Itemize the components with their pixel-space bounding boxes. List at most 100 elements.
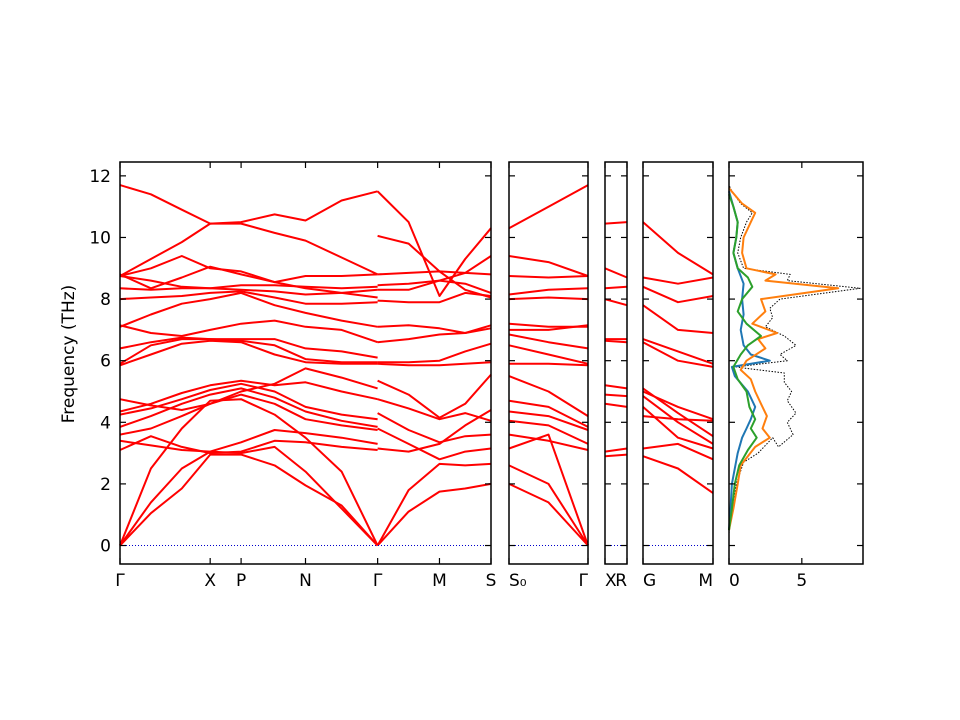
panel-frame bbox=[642, 161, 714, 565]
y-axis-label: Frequency (THz) bbox=[59, 285, 79, 424]
phonon-band-g-m-11 bbox=[642, 276, 714, 285]
phonon-band-s0-gamma-9 bbox=[508, 344, 589, 365]
phonon-band-s0-gamma-8 bbox=[509, 362, 589, 367]
band-panel-x-r: XR bbox=[604, 161, 628, 591]
phonon-band-g-m-8 bbox=[642, 338, 714, 365]
x-tick-label: S bbox=[486, 571, 497, 591]
phonon-band-main-14 bbox=[119, 291, 378, 328]
dos-curve-0 bbox=[728, 184, 861, 534]
phonon-band-main-24 bbox=[377, 409, 492, 453]
phonon-band-g-m-5 bbox=[642, 415, 714, 422]
phonon-band-s0-gamma-10 bbox=[508, 333, 589, 350]
phonon-band-s0-gamma-5 bbox=[508, 410, 589, 431]
phonon-band-main-27 bbox=[377, 398, 492, 422]
phonon-band-main-32 bbox=[377, 324, 492, 334]
y-tick-label: 0 bbox=[100, 537, 111, 557]
phonon-band-main-25 bbox=[377, 427, 492, 461]
phonon-band-x-r-10 bbox=[604, 221, 628, 225]
phonon-band-s0-gamma-1 bbox=[508, 464, 589, 547]
y-tick-label: 10 bbox=[89, 228, 111, 248]
dos-x-tick-label: 5 bbox=[796, 571, 807, 591]
y-tick-label: 2 bbox=[100, 475, 111, 495]
phonon-band-g-m-9 bbox=[642, 304, 714, 334]
band-panel-s0-gamma: S₀ Γ bbox=[508, 161, 589, 591]
phonon-band-s0-gamma-12 bbox=[508, 322, 588, 328]
phonon-band-g-m-10 bbox=[642, 285, 714, 304]
phonon-band-main-18 bbox=[119, 265, 378, 290]
phonon-band-main-26 bbox=[377, 412, 492, 444]
phonon-band-main-0 bbox=[119, 453, 379, 547]
phonon-band-main-9 bbox=[119, 367, 378, 411]
phonon-band-x-r-5 bbox=[604, 339, 628, 344]
x-tick-label: S₀ bbox=[509, 571, 527, 591]
phonon-band-x-r-8 bbox=[604, 285, 628, 290]
phonon-band-main-15 bbox=[119, 290, 378, 305]
phonon-band-s0-gamma-7 bbox=[508, 375, 589, 417]
phonon-band-s0-gamma-14 bbox=[508, 287, 589, 296]
panel-frame bbox=[604, 161, 628, 565]
phonon-band-main-33 bbox=[377, 291, 492, 304]
phonon-band-g-m-12 bbox=[642, 221, 714, 276]
phonon-band-main-36 bbox=[377, 270, 492, 276]
phonon-band-s0-gamma-17 bbox=[508, 184, 589, 230]
x-tick-label: Γ bbox=[373, 571, 383, 591]
phonon-band-main-23 bbox=[376, 462, 492, 546]
phonon-band-main-19 bbox=[119, 255, 378, 299]
phonon-band-main-22 bbox=[376, 482, 492, 547]
phonon-band-x-r-7 bbox=[604, 298, 628, 307]
dos-curve-2 bbox=[728, 187, 840, 531]
phonon-band-main-6 bbox=[119, 387, 378, 428]
phonon-band-main-38 bbox=[376, 190, 492, 297]
phonon-band-main-12 bbox=[119, 336, 378, 359]
phonon-band-main-35 bbox=[377, 279, 492, 294]
y-tick-label: 8 bbox=[100, 290, 111, 310]
y-tick-label: 4 bbox=[100, 413, 111, 433]
phonon-band-main-21 bbox=[119, 190, 378, 277]
phonon-band-x-r-0 bbox=[604, 453, 628, 458]
dos-curve-3 bbox=[728, 193, 762, 531]
phonon-band-main-17 bbox=[119, 275, 378, 290]
phonon-band-g-m-6 bbox=[642, 390, 714, 421]
phonon-band-main-30 bbox=[377, 342, 492, 364]
y-tick-label: 12 bbox=[89, 167, 111, 187]
phonon-band-x-r-9 bbox=[604, 267, 628, 279]
phonon-band-main-7 bbox=[119, 382, 378, 421]
phonon-band-main-2 bbox=[119, 398, 379, 546]
phonon-band-g-m-0 bbox=[642, 455, 714, 494]
phonon-band-s0-gamma-4 bbox=[508, 419, 589, 445]
x-tick-label: P bbox=[236, 571, 246, 591]
phonon-band-main-20 bbox=[119, 184, 379, 276]
phonon-band-x-r-3 bbox=[604, 393, 628, 398]
x-tick-label: Γ bbox=[579, 571, 589, 591]
phonon-band-s0-gamma-0 bbox=[508, 482, 589, 547]
x-tick-label: R bbox=[615, 571, 627, 591]
phonon-band-main-29 bbox=[377, 361, 492, 367]
x-tick-label: G bbox=[643, 571, 656, 591]
phonon-band-s0-gamma-3 bbox=[508, 433, 589, 451]
dos-frame bbox=[728, 161, 864, 565]
phonon-band-main-5 bbox=[119, 393, 378, 436]
dos-x-tick-label: 0 bbox=[729, 571, 740, 591]
x-tick-label: M bbox=[432, 571, 447, 591]
phonon-band-main-11 bbox=[119, 338, 378, 365]
phonon-band-s0-gamma-16 bbox=[508, 255, 589, 277]
phonon-band-x-r-1 bbox=[604, 447, 628, 453]
phonon-band-main-1 bbox=[119, 445, 379, 547]
phonon-band-main-28 bbox=[377, 373, 492, 419]
phonon-band-main-3 bbox=[119, 435, 378, 455]
phonon-band-main-4 bbox=[119, 429, 378, 453]
phonon-band-main-16 bbox=[119, 287, 378, 296]
phonon-band-main-13 bbox=[119, 319, 378, 344]
phonon-band-s0-gamma-13 bbox=[508, 296, 589, 301]
phonon-band-s0-gamma-15 bbox=[508, 275, 589, 279]
phonon-band-g-m-7 bbox=[642, 341, 714, 368]
phonon-band-main-8 bbox=[119, 379, 378, 413]
y-tick-label: 6 bbox=[100, 352, 111, 372]
phonon-band-x-r-2 bbox=[604, 402, 628, 408]
phonon-band-s0-gamma-6 bbox=[508, 399, 589, 428]
x-tick-label: N bbox=[299, 571, 312, 591]
